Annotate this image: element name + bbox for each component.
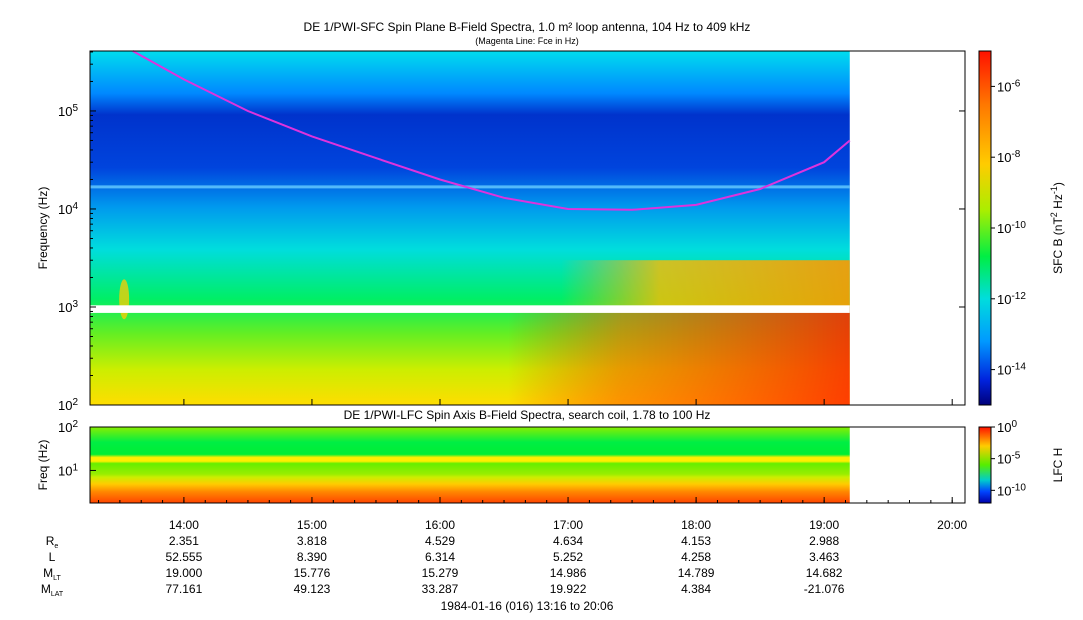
sfc-ytick-label-0: 102 xyxy=(58,397,78,413)
sfc-data-gap xyxy=(90,305,850,313)
lfc-ytick-label-1: 102 xyxy=(58,419,78,435)
sfc-ytick-label-2: 104 xyxy=(58,201,78,217)
time-tick-label-5: 19:00 xyxy=(809,518,839,532)
ephemeris-value: 77.161 xyxy=(166,582,203,596)
sfc-panel: DE 1/PWI-SFC Spin Plane B-Field Spectra,… xyxy=(36,20,1065,413)
ephemeris-value: 3.463 xyxy=(809,550,839,564)
time-tick-label-1: 15:00 xyxy=(297,518,327,532)
sfc-cbar-label-0: 10-6 xyxy=(997,78,1021,94)
lfc-ylabel: Freq (Hz) xyxy=(36,440,50,491)
ephemeris-value: 15.776 xyxy=(294,566,331,580)
time-tick-label-4: 18:00 xyxy=(681,518,711,532)
lfc-cbar-label-1: 10-5 xyxy=(997,451,1021,467)
time-tick-label-3: 17:00 xyxy=(553,518,583,532)
lfc-ytick-label-0: 101 xyxy=(58,462,78,478)
ephemeris-label-2: MLT xyxy=(43,566,61,582)
lfc-frame xyxy=(89,426,966,504)
ephemeris-value: 14.986 xyxy=(550,566,587,580)
ephemeris-value: 4.258 xyxy=(681,550,711,564)
sfc-ytick-label-1: 103 xyxy=(58,299,78,315)
ephemeris-value: 33.287 xyxy=(422,582,459,596)
ephemeris-value: 4.634 xyxy=(553,534,583,548)
time-axis: 14:00 15:00 16:00 17:00 18:00 19:00 20:00 xyxy=(98,399,968,532)
sfc-cbar-label-1: 10-8 xyxy=(997,149,1021,165)
lfc-spectrogram xyxy=(90,427,850,503)
lfc-colorbar-label: LFC H xyxy=(1051,448,1065,483)
ephemeris-value: 14.789 xyxy=(678,566,715,580)
sfc-cbar-label-3: 10-12 xyxy=(997,291,1026,307)
sfc-ytick-label-3: 105 xyxy=(58,103,78,119)
ephemeris-value: -21.076 xyxy=(804,582,845,596)
lfc-colorbar xyxy=(978,426,992,504)
lfc-cbar-label-2: 10-10 xyxy=(997,482,1026,498)
sfc-title: DE 1/PWI-SFC Spin Plane B-Field Spectra,… xyxy=(304,20,751,34)
ephemeris-table: Re 2.351 3.818 4.529 4.634 4.153 2.988 L 52.555 8… xyxy=(41,534,845,613)
ephemeris-value: 4.384 xyxy=(681,582,711,596)
ephemeris-value: 3.818 xyxy=(297,534,327,548)
sfc-interference-line xyxy=(90,185,850,189)
sfc-cbar-label-4: 10-14 xyxy=(997,362,1026,378)
time-tick-label-6: 20:00 xyxy=(937,518,967,532)
ephemeris-value: 2.988 xyxy=(809,534,839,548)
sfc-activity-upper xyxy=(90,260,850,307)
time-tick-label-0: 14:00 xyxy=(169,518,199,532)
ephemeris-value: 4.529 xyxy=(425,534,455,548)
ephemeris-value: 14.682 xyxy=(806,566,843,580)
fce-line xyxy=(132,50,851,211)
ephemeris-value: 19.000 xyxy=(166,566,203,580)
ephemeris-label-0: Re xyxy=(46,534,59,550)
ephemeris-value: 6.314 xyxy=(425,550,455,564)
lfc-title: DE 1/PWI-LFC Spin Axis B-Field Spectra, … xyxy=(344,408,711,422)
ephemeris-label-3: MLAT xyxy=(41,582,64,598)
ephemeris-value: 49.123 xyxy=(294,582,331,596)
lfc-panel: DE 1/PWI-LFC Spin Axis B-Field Spectra, … xyxy=(36,408,1065,504)
sfc-activity-region xyxy=(90,306,850,405)
ephemeris-value: 15.279 xyxy=(422,566,459,580)
ephemeris-value: 52.555 xyxy=(166,550,203,564)
sfc-colorbar-label: SFC B (nT2 Hz-1) xyxy=(1049,182,1065,274)
lfc-cbar-label-0: 100 xyxy=(997,419,1017,435)
time-range-footer: 1984-01-16 (016) 13:16 to 20:06 xyxy=(441,599,614,613)
ephemeris-value: 19.922 xyxy=(550,582,587,596)
ephemeris-label-1: L xyxy=(49,550,56,564)
ephemeris-value: 2.351 xyxy=(169,534,199,548)
sfc-subtitle: (Magenta Line: Fce in Hz) xyxy=(475,36,579,46)
sfc-ylabel: Frequency (Hz) xyxy=(36,187,50,270)
sfc-cbar-label-2: 10-10 xyxy=(997,220,1026,236)
ephemeris-value: 4.153 xyxy=(681,534,711,548)
time-tick-label-2: 16:00 xyxy=(425,518,455,532)
ephemeris-value: 5.252 xyxy=(553,550,583,564)
sfc-early-burst xyxy=(119,279,130,320)
sfc-frame xyxy=(89,50,966,406)
ephemeris-value: 8.390 xyxy=(297,550,327,564)
sfc-colorbar xyxy=(978,50,992,406)
